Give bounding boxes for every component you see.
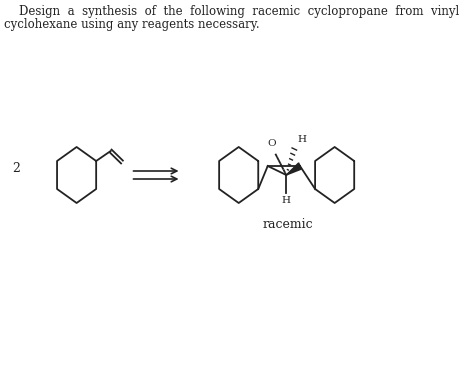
Text: H: H — [298, 135, 307, 144]
Text: H: H — [282, 196, 291, 205]
Text: cyclohexane using any reagents necessary.: cyclohexane using any reagents necessary… — [4, 18, 260, 31]
Text: Design  a  synthesis  of  the  following  racemic  cyclopropane  from  vinyl: Design a synthesis of the following race… — [4, 5, 459, 18]
Text: O: O — [267, 139, 276, 148]
Polygon shape — [286, 163, 301, 175]
Text: 2: 2 — [12, 161, 20, 174]
Text: racemic: racemic — [263, 218, 313, 231]
